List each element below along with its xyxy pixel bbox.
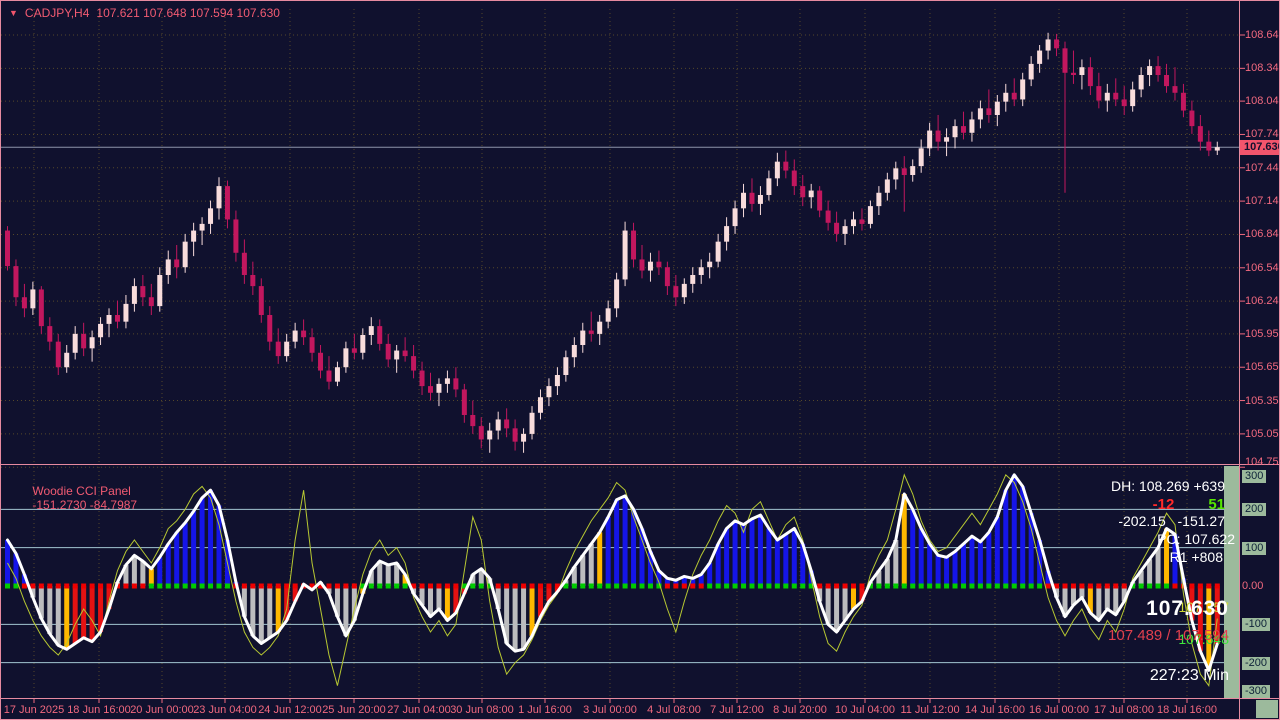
level-yellow-value: 107.757 [1178,599,1229,615]
time-axis-label: 7 Jul 12:00 [710,704,764,716]
chart-header: ▼ CADJPY,H4 107.621 107.648 107.594 107.… [9,6,280,20]
price-axis-label: 105.950 [1245,327,1279,340]
support-levels-label: 107.489 / 107.594 [1108,627,1229,644]
time-axis-label: 18 Jun 16:00 [67,704,131,716]
price-axis-label: 106.245 [1245,295,1279,308]
time-axis-label: 17 Jul 08:00 [1094,704,1154,716]
price-axis-label: 104.750 [1245,456,1279,468]
lsma-green-value: 51 [1208,496,1225,513]
time-axis-label: 3 Jul 00:00 [583,704,637,716]
price-axis-label: 107.745 [1245,128,1279,141]
symbol-timeframe-label: CADJPY,H4 [24,6,90,20]
current-price-large: 107.630 [1146,597,1229,620]
cci-line [6,473,1219,672]
indicator-axis-label: 300 [1242,470,1267,483]
cci-histogram [5,474,1220,671]
price-axis-label: 107.445 [1245,161,1279,174]
price-axis-label: 108.340 [1245,62,1279,75]
indicator-title: Woodie CCI Panel -151.2730 -84.7987 [19,470,137,526]
time-axis-label: 24 Jun 12:00 [258,704,322,716]
price-axis-label: 106.845 [1245,228,1279,241]
time-axis-label: 18 Jul 16:00 [1157,704,1217,716]
time-axis-label: 14 Jul 16:00 [965,704,1025,716]
price-axis-label: 105.650 [1245,361,1279,374]
time-axis-label: 23 Jun 04:00 [193,704,257,716]
pivot-close-label: PC: 107.622 [1157,531,1235,547]
indicator-level-lines [1,508,1224,664]
lsma-red-value: -12 [1152,496,1175,513]
indicator-axis-label: 0.00 [1242,580,1264,592]
scrollbar-corner[interactable] [1256,700,1278,718]
time-axis-label: 10 Jul 04:00 [835,704,895,716]
price-axis-label: 105.350 [1245,394,1279,407]
indicator-values: -151.2730 -84.7987 [32,498,138,512]
indicator-right-strip [1224,466,1239,698]
level-green-value: 107.648 [1178,631,1229,647]
time-axis-label: 8 Jul 20:00 [773,704,827,716]
cci-pair-label: -202.15 -151.27 [1118,513,1225,529]
lsma-values: -12 51 [1153,496,1225,513]
price-axis-label: 107.145 [1245,195,1279,208]
indicator-axis-label: 200 [1242,503,1267,517]
indicator-name: Woodie CCI Panel [32,484,131,498]
chart-menu-arrow-icon[interactable]: ▼ [9,7,18,18]
time-axis-label: 20 Jun 00:00 [130,704,194,716]
indicator-axis-label: -100 [1242,618,1271,632]
indicator-axis-label: 100 [1242,541,1267,555]
price-axis-label: 108.640 [1245,29,1279,41]
indicator-axis-label: -300 [1242,685,1271,698]
gridlines [1,9,1239,697]
candlesticks [5,32,1220,453]
time-axis-label: 27 Jun 04:00 [387,704,451,716]
time-axis-label: 4 Jul 08:00 [647,704,701,716]
current-price-badge: 107.630 [1240,140,1279,155]
price-axis-label: 106.545 [1245,261,1279,274]
time-axis-label: 1 Jul 16:00 [518,704,572,716]
time-axis-label: 17 Jun 2025 [3,704,65,716]
daily-high-label: DH: 108.269 +639 [1110,478,1225,494]
price-axis-label: 108.045 [1245,95,1279,108]
time-axis-label: 16 Jul 00:00 [1029,704,1089,716]
indicator-axis-label: -200 [1242,656,1271,670]
time-axis-label: 30 Jun 08:00 [450,704,514,716]
resistance-label: R1 +808 [1169,549,1223,565]
price-axis-label: 105.050 [1245,427,1279,440]
time-axis-label: 11 Jul 12:00 [900,704,960,716]
time-axis-label: 25 Jun 20:00 [322,704,386,716]
zero-line-dots [5,583,1220,589]
level-values: 107.757 107.648 [1163,583,1229,663]
candle-countdown: 227:23 Min [1149,667,1229,684]
ohlc-values: 107.621 107.648 107.594 107.630 [96,6,280,20]
tcci-line [7,473,1218,687]
